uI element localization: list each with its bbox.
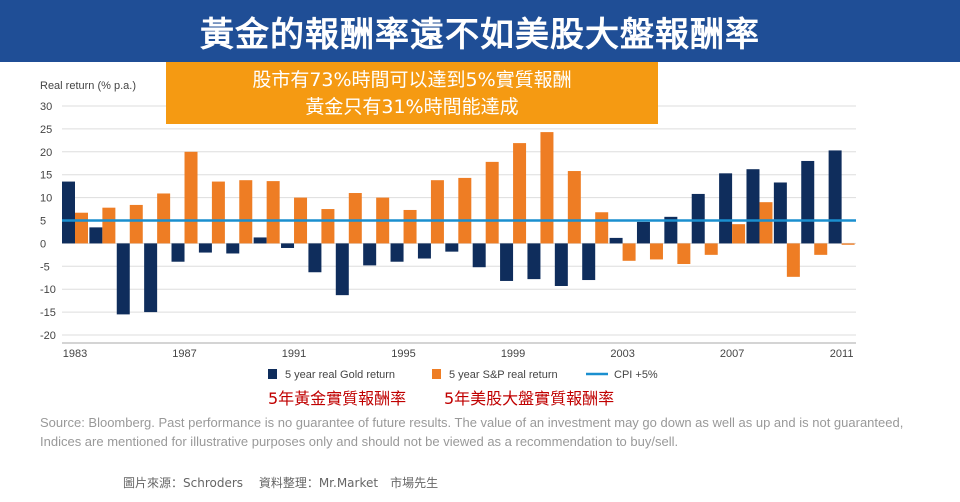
y-tick-label: -15 xyxy=(40,307,56,319)
x-tick-label: 1995 xyxy=(391,348,415,360)
legend-cpi-label: CPI +5% xyxy=(614,369,658,381)
gold-bar xyxy=(335,243,349,296)
y-tick-label: 30 xyxy=(40,101,52,113)
sp-bar xyxy=(622,243,636,261)
sp-bar xyxy=(567,171,581,244)
gold-bar xyxy=(691,193,705,244)
sp-bar xyxy=(759,202,773,244)
gold-bar xyxy=(89,227,103,244)
sp-bar xyxy=(841,243,855,245)
gold-bar xyxy=(500,243,514,281)
y-tick-label: 15 xyxy=(40,170,52,182)
image-credit: 圖片來源：Schroders 資料整理：Mr.Market 市場先生 xyxy=(123,476,439,490)
y-tick-label: 25 xyxy=(40,124,52,136)
gold-bar xyxy=(363,243,377,266)
gold-bar xyxy=(554,243,568,286)
y-tick-label: -10 xyxy=(40,284,56,296)
bar-chart: 30 25 20 15 10 5 0 -5 -10 -15 -20 Real return (% p… xyxy=(40,80,856,381)
title-banner: 黃金的報酬率遠不如美股大盤報酬率 xyxy=(0,0,960,62)
gold-bar xyxy=(62,181,75,244)
legend-cn-gold: 5年黃金實質報酬率 xyxy=(268,389,407,408)
page-title: 黃金的報酬率遠不如美股大盤報酬率 xyxy=(200,14,760,55)
sp-bar xyxy=(649,243,663,260)
gold-bar xyxy=(417,243,431,259)
gold-bar xyxy=(773,182,787,244)
gold-bar xyxy=(226,243,240,254)
callout-line-2: 黃金只有31%時間能達成 xyxy=(305,96,519,118)
chart-bars xyxy=(62,132,855,315)
sp-bar xyxy=(732,224,746,244)
gold-bar xyxy=(664,216,678,244)
gold-bar xyxy=(116,243,130,315)
y-tick-label: 20 xyxy=(40,147,52,159)
gold-bar xyxy=(253,237,267,244)
chart-legend: 5 year real Gold return 5 year S&P real r… xyxy=(268,369,658,381)
legend-gold-swatch xyxy=(268,369,277,379)
gold-bar xyxy=(445,243,459,252)
sp-bar xyxy=(157,193,171,244)
sp-bar xyxy=(321,209,335,244)
sp-bar xyxy=(430,180,444,244)
sp-bar xyxy=(513,143,527,244)
y-tick-label: 0 xyxy=(40,238,46,250)
gold-bar xyxy=(390,243,404,262)
gold-bar xyxy=(472,243,486,268)
gold-bar xyxy=(281,243,295,248)
gold-bar xyxy=(144,243,158,313)
source-note: Source: Bloomberg. Past performance is n… xyxy=(40,415,904,449)
sp-bar xyxy=(677,243,691,265)
x-tick-label: 2011 xyxy=(830,348,854,360)
legend-gold-label: 5 year real Gold return xyxy=(285,369,395,381)
callout-line-1: 股市有73%時間可以達到5%實質報酬 xyxy=(252,69,572,91)
gold-bar xyxy=(636,221,650,244)
sp-bar xyxy=(129,204,143,244)
x-tick-label: 1987 xyxy=(172,348,196,360)
gold-bar xyxy=(308,243,322,273)
sp-bar xyxy=(184,151,198,244)
sp-bar xyxy=(239,180,253,244)
gold-bar xyxy=(527,243,541,280)
sp-bar xyxy=(814,243,828,255)
callout-box: 股市有73%時間可以達到5%實質報酬 黃金只有31%時間能達成 xyxy=(166,62,658,124)
legend-sp-swatch xyxy=(432,369,441,379)
legend-sp-label: 5 year S&P real return xyxy=(449,369,558,381)
gold-bar xyxy=(609,237,623,244)
y-tick-label: -20 xyxy=(40,330,56,342)
x-tick-label: 1991 xyxy=(282,348,306,360)
gold-bar xyxy=(171,243,185,262)
y-tick-label: -5 xyxy=(40,261,50,273)
legend-cn-sp: 5年美股大盤實質報酬率 xyxy=(444,389,615,408)
sp-bar xyxy=(540,132,554,244)
gold-bar xyxy=(198,243,212,253)
x-tick-label: 1983 xyxy=(63,348,87,360)
gold-bar xyxy=(828,150,842,244)
sp-bar xyxy=(348,193,362,244)
sp-bar xyxy=(595,212,609,244)
gold-bar xyxy=(801,160,815,244)
x-tick-label: 2007 xyxy=(720,348,744,360)
gold-bar xyxy=(582,243,596,281)
sp-bar xyxy=(458,177,472,244)
x-axis-tick-labels: 1983 1987 1991 1995 1999 2003 2007 2011 xyxy=(63,348,854,360)
x-tick-label: 1999 xyxy=(501,348,525,360)
sp-bar xyxy=(102,207,116,244)
sp-bar xyxy=(211,181,225,244)
sp-bar xyxy=(786,243,800,277)
x-tick-label: 2003 xyxy=(610,348,634,360)
sp-bar xyxy=(403,209,417,244)
sp-bar xyxy=(704,243,718,255)
sp-bar xyxy=(75,212,88,244)
gold-bar xyxy=(746,169,760,244)
y-tick-label: 10 xyxy=(40,193,52,205)
y-axis-label: Real return (% p.a.) xyxy=(40,80,136,92)
gold-bar xyxy=(719,173,733,244)
y-axis-tick-labels: 30 25 20 15 10 5 0 -5 -10 -15 -20 xyxy=(40,101,56,342)
sp-bar xyxy=(266,181,280,244)
y-tick-label: 5 xyxy=(40,216,46,228)
sp-bar xyxy=(485,161,499,244)
